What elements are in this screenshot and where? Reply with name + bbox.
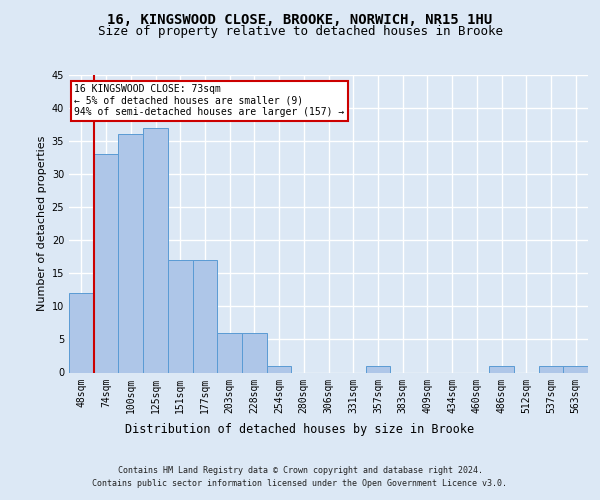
- Text: Distribution of detached houses by size in Brooke: Distribution of detached houses by size …: [125, 422, 475, 436]
- Bar: [168, 260, 193, 372]
- Bar: [365, 366, 390, 372]
- Bar: [69, 293, 94, 372]
- Bar: [242, 333, 267, 372]
- Bar: [193, 260, 217, 372]
- Text: Contains public sector information licensed under the Open Government Licence v3: Contains public sector information licen…: [92, 479, 508, 488]
- Text: 16 KINGSWOOD CLOSE: 73sqm
← 5% of detached houses are smaller (9)
94% of semi-de: 16 KINGSWOOD CLOSE: 73sqm ← 5% of detach…: [74, 84, 344, 117]
- Bar: [143, 128, 168, 372]
- Text: Contains HM Land Registry data © Crown copyright and database right 2024.: Contains HM Land Registry data © Crown c…: [118, 466, 482, 475]
- Text: Size of property relative to detached houses in Brooke: Size of property relative to detached ho…: [97, 25, 503, 38]
- Y-axis label: Number of detached properties: Number of detached properties: [37, 136, 47, 312]
- Bar: [563, 366, 588, 372]
- Bar: [489, 366, 514, 372]
- Text: 16, KINGSWOOD CLOSE, BROOKE, NORWICH, NR15 1HU: 16, KINGSWOOD CLOSE, BROOKE, NORWICH, NR…: [107, 12, 493, 26]
- Bar: [267, 366, 292, 372]
- Bar: [217, 333, 242, 372]
- Bar: [539, 366, 563, 372]
- Bar: [94, 154, 118, 372]
- Bar: [118, 134, 143, 372]
